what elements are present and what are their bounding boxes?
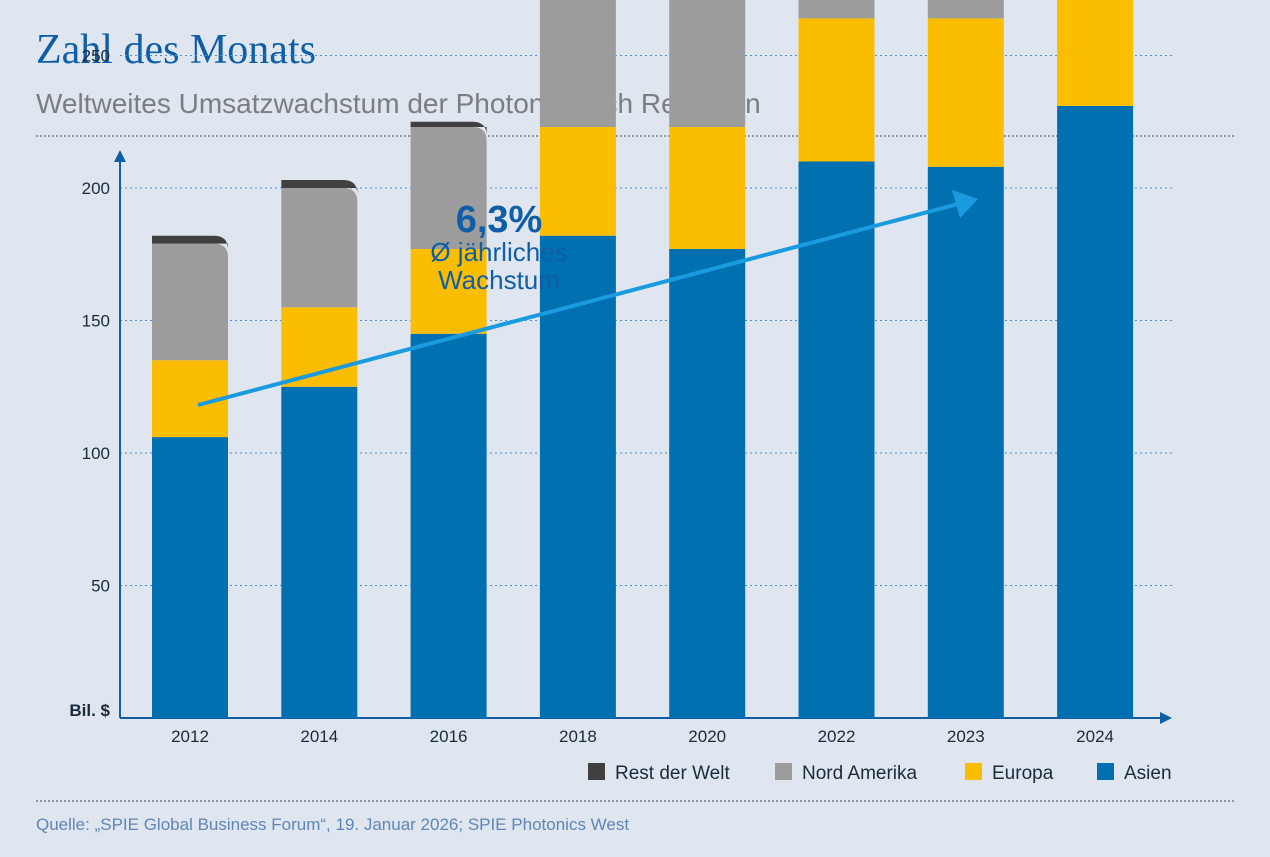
y-tick-label: 200 [82, 179, 110, 198]
bar-europa-2020 [669, 127, 746, 249]
y-tick-label: 250 [82, 47, 110, 66]
bar-asien-2012 [152, 437, 228, 718]
legend-swatch-rest-der-welt [588, 763, 605, 780]
divider-top [36, 135, 1234, 137]
legend-label-rest-der-welt: Rest der Welt [615, 763, 730, 784]
y-axis-arrow [114, 150, 126, 162]
growth-text-line1: Ø jährliches [430, 237, 567, 267]
x-tick-label: 2014 [300, 727, 338, 746]
x-tick-label: 2023 [947, 727, 985, 746]
bar-nord-amerika-2016 [410, 127, 487, 249]
bar-asien-2023 [927, 166, 1004, 719]
bar-nord-amerika-2018 [539, 0, 616, 128]
growth-arrow-head [952, 190, 978, 218]
legend-swatch-nord-amerika [775, 763, 792, 780]
bar-asien-2024 [1057, 105, 1134, 719]
bar-asien-2020 [669, 248, 746, 718]
x-axis-arrow [1160, 712, 1172, 724]
bar-asien-2014 [281, 386, 358, 718]
bar-europa-2023 [927, 18, 1004, 167]
page-subtitle: Weltweites Umsatzwachstum der Photonik n… [36, 88, 761, 119]
x-tick-label: 2022 [818, 727, 856, 746]
y-tick-label: 50 [91, 577, 110, 596]
growth-text-line2: Wachstum [438, 265, 560, 295]
bar-nord-amerika-2014 [281, 188, 358, 308]
x-tick-label: 2020 [688, 727, 726, 746]
x-tick-label: 2018 [559, 727, 597, 746]
divider-bottom [36, 800, 1234, 802]
bar-rest-der-welt-2014 [281, 180, 358, 195]
growth-arrow-line [197, 202, 959, 407]
x-tick-label: 2016 [430, 727, 468, 746]
bar-nord-amerika-2012 [152, 243, 228, 361]
bar-europa-2024 [1057, 0, 1134, 106]
y-tick-label: 100 [82, 444, 110, 463]
bar-asien-2018 [539, 235, 616, 718]
page-title: Zahl des Monats [36, 27, 316, 73]
bar-europa-2022 [798, 18, 875, 162]
growth-rate-label: 6,3% [456, 199, 543, 241]
x-tick-label: 2024 [1076, 727, 1114, 746]
source-note: Quelle: „SPIE Global Business Forum“, 19… [36, 815, 630, 834]
bar-nord-amerika-2020 [669, 0, 746, 128]
bar-rest-der-welt-2012 [152, 235, 228, 250]
bar-asien-2016 [410, 333, 487, 718]
y-axis-unit: Bil. $ [69, 701, 110, 720]
bar-rest-der-welt-2016 [410, 121, 487, 136]
bar-nord-amerika-2023 [927, 0, 1004, 19]
bar-nord-amerika-2022 [798, 0, 875, 19]
legend-label-europa: Europa [992, 763, 1054, 784]
legend-swatch-europa [965, 763, 982, 780]
x-tick-label: 2012 [171, 727, 209, 746]
legend-swatch-asien [1097, 763, 1114, 780]
bar-europa-2016 [410, 248, 487, 334]
legend-label-nord-amerika: Nord Amerika [802, 763, 918, 784]
bar-asien-2022 [798, 161, 875, 718]
legend-label-asien: Asien [1124, 763, 1172, 784]
y-tick-label: 150 [82, 312, 110, 331]
bar-europa-2018 [539, 127, 616, 236]
